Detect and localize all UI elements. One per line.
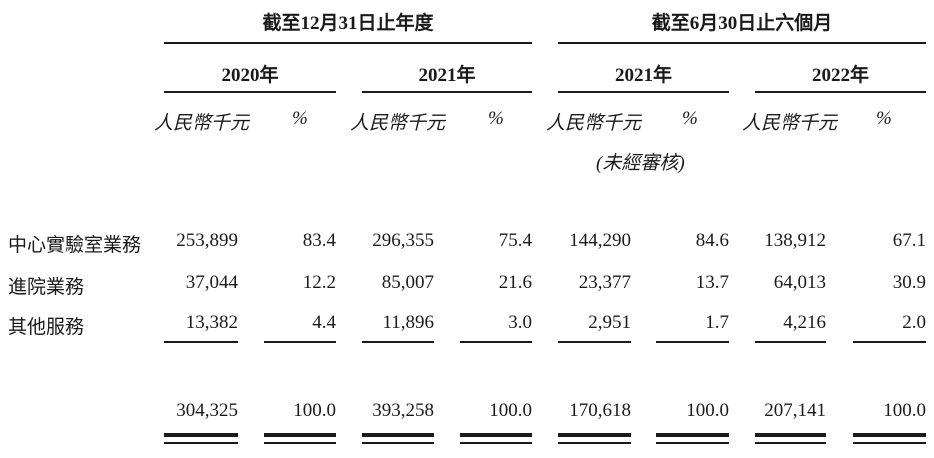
total-double-rule [362, 442, 434, 444]
table-cell: 13,382 [185, 312, 238, 333]
year-header: 2020年 [221, 65, 279, 86]
row-label: 中心實驗室業務 [8, 235, 142, 256]
total-double-rule [460, 442, 532, 444]
unit-pct: % [876, 108, 892, 129]
year-header: 2021年 [418, 65, 476, 86]
total-cell: 170,618 [569, 400, 631, 421]
year-divider [755, 91, 926, 93]
subtotal-rule [264, 341, 336, 343]
unit-amount: 人民幣千元 [546, 113, 642, 134]
table-cell: 11,896 [382, 312, 434, 333]
table-cell: 3.0 [508, 312, 532, 333]
total-double-rule [656, 433, 729, 437]
year-divider [164, 91, 336, 93]
unit-amount: 人民幣千元 [742, 113, 838, 134]
total-double-rule [164, 433, 238, 437]
subtotal-rule [362, 341, 434, 343]
total-cell: 100.0 [293, 400, 336, 421]
total-double-rule [755, 433, 826, 437]
table-cell: 21.6 [498, 272, 532, 293]
subtotal-rule [656, 341, 729, 343]
table-cell: 296,355 [372, 230, 434, 251]
total-double-rule [264, 433, 336, 437]
group-divider [558, 42, 926, 44]
table-cell: 23,377 [578, 272, 631, 293]
total-double-rule [755, 442, 826, 444]
subtotal-rule [558, 341, 631, 343]
subtotal-rule [853, 341, 926, 343]
table-cell: 138,912 [764, 230, 826, 251]
total-cell: 100.0 [489, 400, 532, 421]
table-cell: 12.2 [302, 272, 336, 293]
table-cell: 1.7 [705, 312, 729, 333]
unit-pct: % [488, 108, 504, 129]
table-cell: 83.4 [302, 230, 336, 251]
subtotal-rule [460, 341, 532, 343]
total-double-rule [558, 433, 631, 437]
table-cell: 30.9 [892, 272, 926, 293]
unit-pct: % [292, 108, 308, 129]
table-cell: 67.1 [892, 230, 926, 251]
table-cell: 37,044 [185, 272, 238, 293]
total-double-rule [460, 433, 532, 437]
total-cell: 207,141 [764, 400, 826, 421]
table-cell: 13.7 [695, 272, 729, 293]
total-cell: 100.0 [883, 400, 926, 421]
year-divider [558, 91, 729, 93]
total-double-rule [362, 433, 434, 437]
total-cell: 100.0 [686, 400, 729, 421]
table-cell: 64,013 [773, 272, 826, 293]
total-double-rule [853, 442, 926, 444]
subtotal-rule [755, 341, 826, 343]
table-cell: 4.4 [312, 312, 336, 333]
table-cell: 2.0 [902, 312, 926, 333]
year-header: 2021年 [614, 65, 672, 86]
group-divider [164, 42, 532, 44]
table-cell: 4,216 [783, 312, 826, 333]
table-cell: 85,007 [381, 272, 434, 293]
row-label: 其他服務 [8, 317, 85, 338]
subtotal-rule [164, 341, 238, 343]
total-double-rule [853, 433, 926, 437]
total-double-rule [264, 442, 336, 444]
group-header-fiscal-year: 截至12月31日止年度 [262, 13, 434, 34]
group-header-six-months: 截至6月30日止六個月 [651, 13, 833, 34]
table-cell: 75.4 [498, 230, 532, 251]
unaudited-note: (未經審核) [596, 153, 685, 174]
unit-amount: 人民幣千元 [154, 113, 250, 134]
unit-amount: 人民幣千元 [350, 113, 446, 134]
total-cell: 304,325 [176, 400, 238, 421]
year-header: 2022年 [811, 65, 869, 86]
unit-pct: % [682, 108, 698, 129]
row-label: 進院業務 [8, 277, 85, 298]
table-cell: 144,290 [569, 230, 631, 251]
total-double-rule [656, 442, 729, 444]
table-cell: 2,951 [588, 312, 631, 333]
total-cell: 393,258 [372, 400, 434, 421]
total-double-rule [558, 442, 631, 444]
year-divider [362, 91, 532, 93]
table-cell: 253,899 [176, 230, 238, 251]
total-double-rule [164, 442, 238, 444]
table-cell: 84.6 [695, 230, 729, 251]
